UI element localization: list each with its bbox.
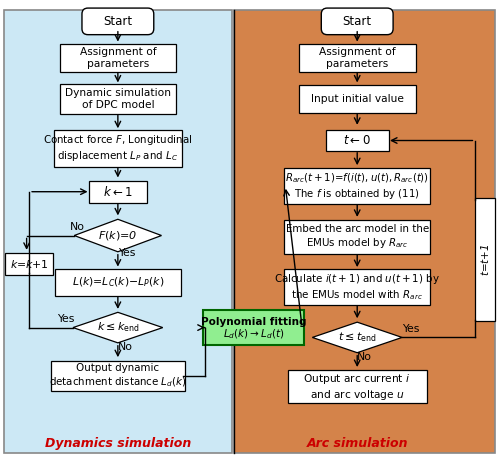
FancyBboxPatch shape — [203, 310, 304, 345]
FancyBboxPatch shape — [322, 8, 393, 35]
FancyBboxPatch shape — [54, 269, 181, 296]
Text: Assignment of
parameters: Assignment of parameters — [80, 47, 156, 69]
Text: Start: Start — [342, 15, 372, 28]
Text: Calculate $i(t+1)$ and $u(t+1)$ by
the EMUs model with $R_{arc}$: Calculate $i(t+1)$ and $u(t+1)$ by the E… — [274, 273, 440, 302]
Text: $L_d(k)$$\rightarrow$$L_d(t)$: $L_d(k)$$\rightarrow$$L_d(t)$ — [223, 327, 284, 341]
FancyBboxPatch shape — [299, 44, 416, 72]
Polygon shape — [74, 219, 162, 252]
Text: $F(k)$=0: $F(k)$=0 — [98, 229, 138, 242]
Text: Dynamic simulation
of DPC model: Dynamic simulation of DPC model — [65, 88, 171, 110]
FancyBboxPatch shape — [234, 9, 495, 453]
FancyBboxPatch shape — [54, 130, 182, 166]
FancyBboxPatch shape — [51, 361, 184, 391]
FancyBboxPatch shape — [288, 370, 426, 403]
Text: No: No — [70, 222, 84, 232]
FancyBboxPatch shape — [5, 253, 53, 275]
FancyBboxPatch shape — [60, 44, 176, 72]
Text: $R_{arc}(t+1)$=$f(i(t),u(t),R_{arc}(t))$
The $f$ is obtained by (11): $R_{arc}(t+1)$=$f(i(t),u(t),R_{arc}(t))$… — [285, 171, 429, 201]
Text: $k$$\leftarrow$1: $k$$\leftarrow$1 — [103, 185, 132, 199]
Text: Contact force $F$, Longitudinal
displacement $L_P$ and $L_C$: Contact force $F$, Longitudinal displace… — [43, 133, 193, 164]
Polygon shape — [73, 312, 162, 343]
Text: Polynomial fitting: Polynomial fitting — [200, 317, 306, 327]
Text: Dynamics simulation: Dynamics simulation — [44, 438, 191, 450]
Text: Yes: Yes — [118, 248, 136, 258]
Polygon shape — [312, 322, 402, 353]
Text: $k$$\leq$$k_{\rm end}$: $k$$\leq$$k_{\rm end}$ — [96, 321, 139, 335]
Text: Yes: Yes — [57, 314, 74, 324]
Text: $t$$\leftarrow$0: $t$$\leftarrow$0 — [344, 134, 371, 147]
FancyBboxPatch shape — [284, 270, 430, 305]
Text: No: No — [357, 352, 372, 362]
Text: Yes: Yes — [402, 324, 419, 334]
Text: Input initial value: Input initial value — [310, 94, 404, 104]
FancyBboxPatch shape — [284, 220, 430, 254]
Text: Start: Start — [104, 15, 132, 28]
Text: $L(k)$=$L_C(k)$$-$$L_P(k)$: $L(k)$=$L_C(k)$$-$$L_P(k)$ — [72, 275, 164, 289]
Text: $k$=$k$+1: $k$=$k$+1 — [10, 258, 48, 270]
FancyBboxPatch shape — [60, 84, 176, 114]
FancyBboxPatch shape — [284, 168, 430, 203]
FancyBboxPatch shape — [326, 130, 388, 151]
Text: Output dynamic
detachment distance $L_d(k)$: Output dynamic detachment distance $L_d(… — [49, 363, 186, 389]
FancyBboxPatch shape — [475, 198, 495, 321]
Text: $t$=$t$+1: $t$=$t$+1 — [479, 243, 491, 276]
FancyBboxPatch shape — [4, 9, 232, 453]
Text: Arc simulation: Arc simulation — [306, 438, 408, 450]
Text: $t$$\leq$$t_{\rm end}$: $t$$\leq$$t_{\rm end}$ — [338, 330, 376, 344]
FancyBboxPatch shape — [82, 8, 154, 35]
FancyBboxPatch shape — [299, 85, 416, 113]
Text: Assignment of
parameters: Assignment of parameters — [319, 47, 396, 69]
FancyBboxPatch shape — [89, 181, 147, 202]
Text: Output arc current $i$
and arc voltage $u$: Output arc current $i$ and arc voltage $… — [304, 372, 411, 401]
Text: Embed the arc model in the
EMUs model by $R_{arc}$: Embed the arc model in the EMUs model by… — [286, 224, 429, 250]
Text: No: No — [118, 342, 133, 352]
